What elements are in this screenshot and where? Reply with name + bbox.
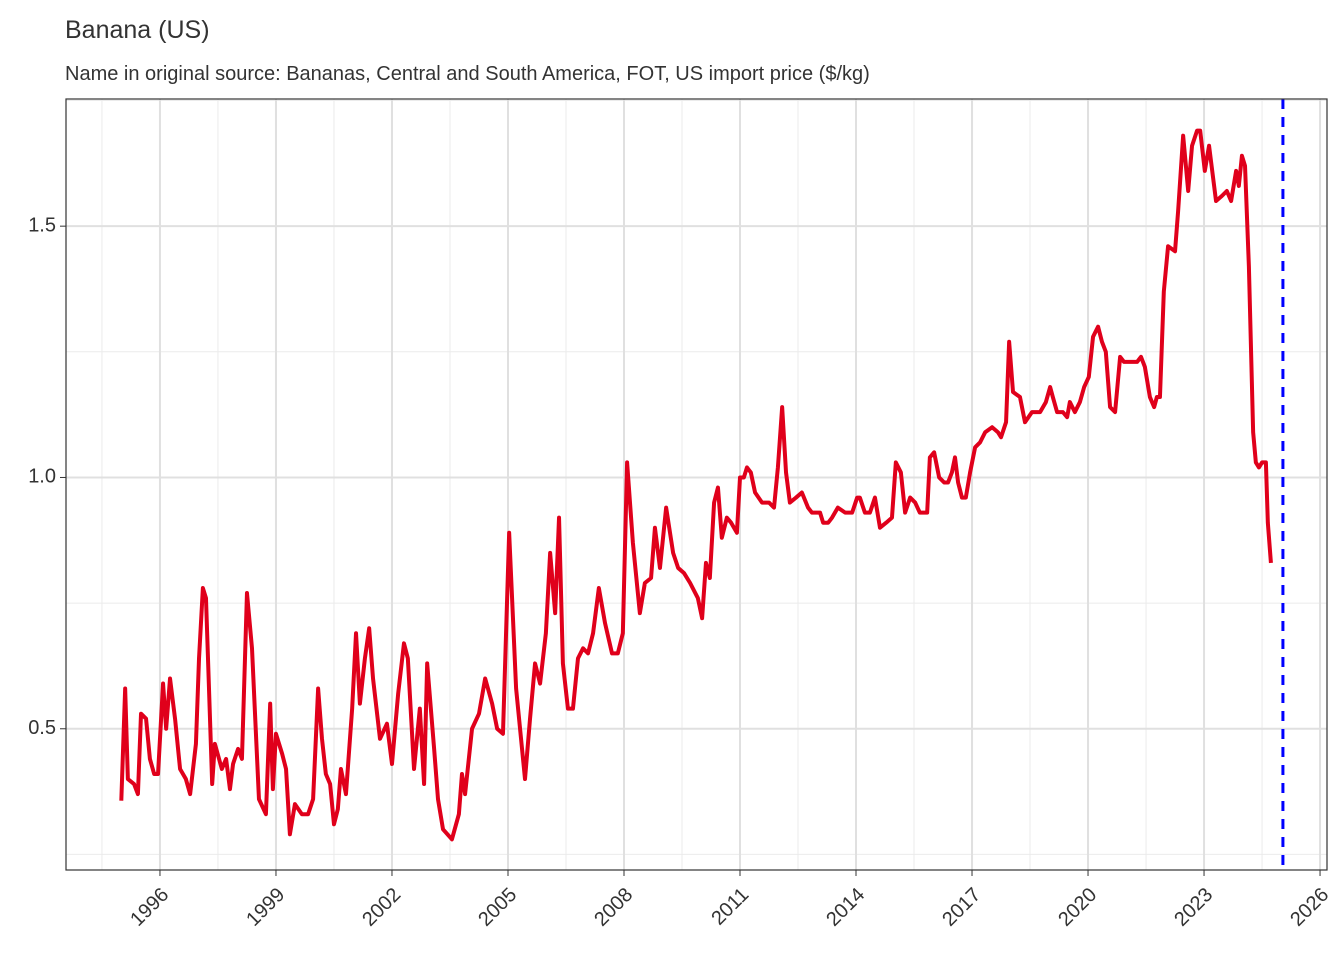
- x-tick-label: 2008: [590, 884, 637, 931]
- y-tick-label: 1.0: [28, 466, 56, 488]
- x-tick-label: 2014: [822, 884, 869, 931]
- x-tick-label: 2002: [358, 884, 405, 931]
- x-tick-label: 1996: [126, 884, 173, 931]
- x-tick-label: 2026: [1286, 884, 1333, 931]
- x-tick-label: 2017: [938, 884, 985, 931]
- x-tick-label: 2011: [707, 884, 753, 930]
- x-tick-label: 2023: [1170, 884, 1217, 931]
- x-tick-label: 2020: [1054, 884, 1101, 931]
- x-tick-label: 1999: [242, 884, 289, 931]
- price-line: [119, 128, 1273, 842]
- panel-border: [65, 98, 1328, 871]
- chart-subtitle: Name in original source: Bananas, Centra…: [65, 63, 870, 85]
- y-tick-label: 0.5: [28, 717, 56, 739]
- y-tick-label: 1.5: [28, 214, 56, 236]
- x-tick-label: 2005: [474, 884, 521, 931]
- chart-title: Banana (US): [65, 16, 210, 44]
